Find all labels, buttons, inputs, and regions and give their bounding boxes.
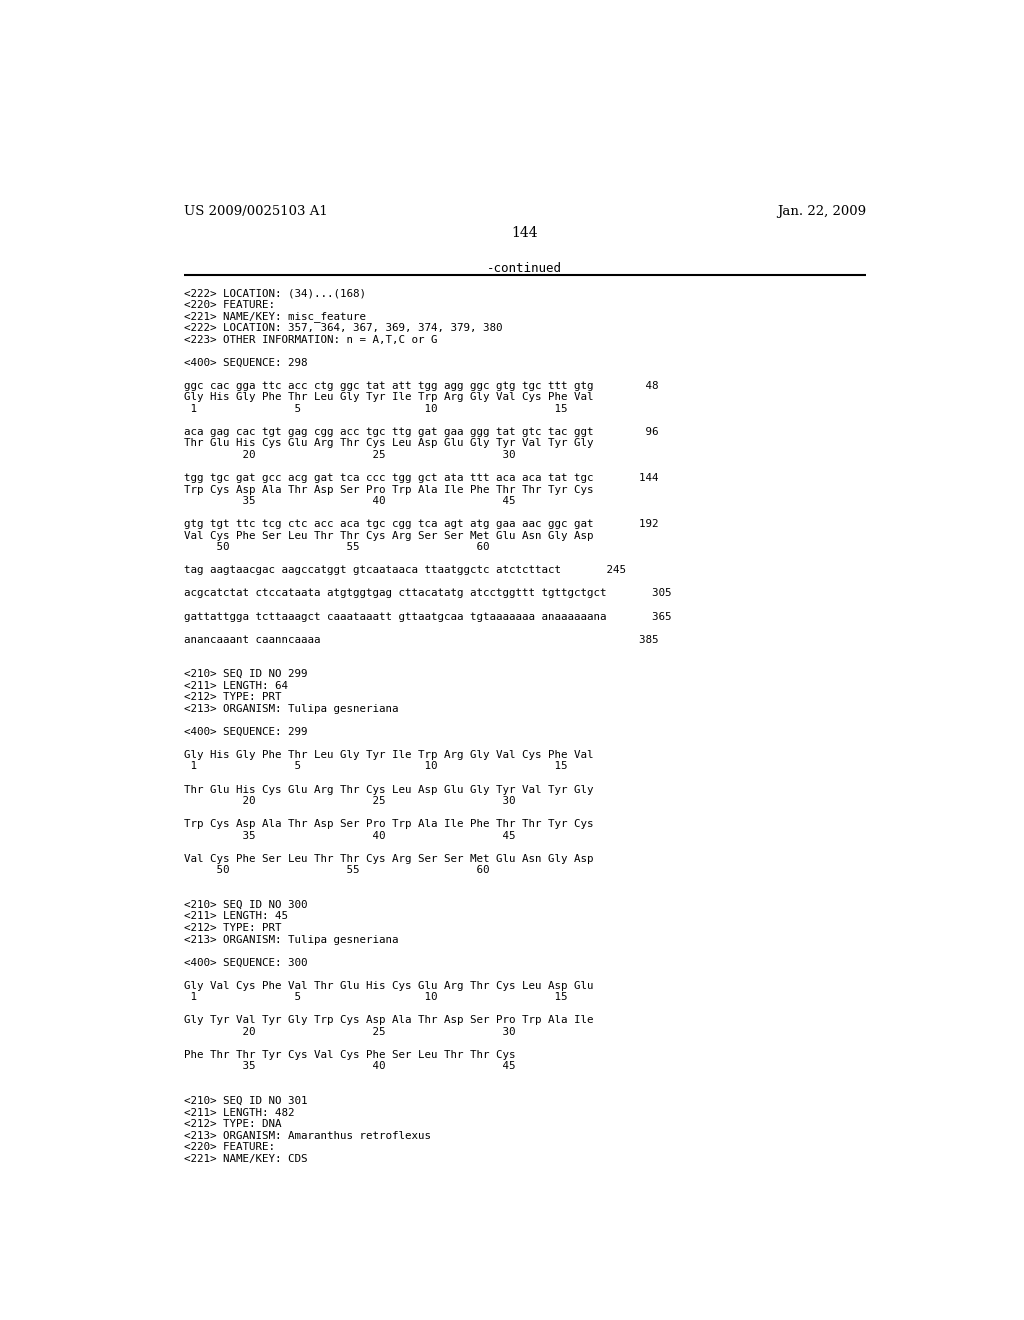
Text: <210> SEQ ID NO 300: <210> SEQ ID NO 300 [183, 900, 307, 909]
Text: <213> ORGANISM: Amaranthus retroflexus: <213> ORGANISM: Amaranthus retroflexus [183, 1131, 430, 1140]
Text: 35                  40                  45: 35 40 45 [183, 496, 515, 506]
Text: Gly Val Cys Phe Val Thr Glu His Cys Glu Arg Thr Cys Leu Asp Glu: Gly Val Cys Phe Val Thr Glu His Cys Glu … [183, 981, 593, 991]
Text: <211> LENGTH: 64: <211> LENGTH: 64 [183, 681, 288, 690]
Text: gattattgga tcttaaagct caaataaatt gttaatgcaa tgtaaaaaaa anaaaaaana       365: gattattgga tcttaaagct caaataaatt gttaatg… [183, 611, 671, 622]
Text: 1               5                   10                  15: 1 5 10 15 [183, 993, 567, 1002]
Text: Gly His Gly Phe Thr Leu Gly Tyr Ile Trp Arg Gly Val Cys Phe Val: Gly His Gly Phe Thr Leu Gly Tyr Ile Trp … [183, 392, 593, 403]
Text: US 2009/0025103 A1: US 2009/0025103 A1 [183, 205, 328, 218]
Text: <400> SEQUENCE: 299: <400> SEQUENCE: 299 [183, 727, 307, 737]
Text: 20                  25                  30: 20 25 30 [183, 796, 515, 807]
Text: <400> SEQUENCE: 300: <400> SEQUENCE: 300 [183, 957, 307, 968]
Text: <222> LOCATION: 357, 364, 367, 369, 374, 379, 380: <222> LOCATION: 357, 364, 367, 369, 374,… [183, 323, 502, 333]
Text: ggc cac gga ttc acc ctg ggc tat att tgg agg ggc gtg tgc ttt gtg        48: ggc cac gga ttc acc ctg ggc tat att tgg … [183, 380, 658, 391]
Text: tgg tgc gat gcc acg gat tca ccc tgg gct ata ttt aca aca tat tgc       144: tgg tgc gat gcc acg gat tca ccc tgg gct … [183, 473, 658, 483]
Text: 1               5                   10                  15: 1 5 10 15 [183, 762, 567, 771]
Text: 50                  55                  60: 50 55 60 [183, 543, 489, 552]
Text: <210> SEQ ID NO 301: <210> SEQ ID NO 301 [183, 1096, 307, 1106]
Text: Gly His Gly Phe Thr Leu Gly Tyr Ile Trp Arg Gly Val Cys Phe Val: Gly His Gly Phe Thr Leu Gly Tyr Ile Trp … [183, 750, 593, 760]
Text: tag aagtaacgac aagccatggt gtcaataaca ttaatggctc atctcttact       245: tag aagtaacgac aagccatggt gtcaataaca tta… [183, 565, 626, 576]
Text: Trp Cys Asp Ala Thr Asp Ser Pro Trp Ala Ile Phe Thr Thr Tyr Cys: Trp Cys Asp Ala Thr Asp Ser Pro Trp Ala … [183, 484, 593, 495]
Text: <211> LENGTH: 45: <211> LENGTH: 45 [183, 911, 288, 921]
Text: gtg tgt ttc tcg ctc acc aca tgc cgg tca agt atg gaa aac ggc gat       192: gtg tgt ttc tcg ctc acc aca tgc cgg tca … [183, 519, 658, 529]
Text: -continued: -continued [487, 263, 562, 275]
Text: 35                  40                  45: 35 40 45 [183, 830, 515, 841]
Text: <210> SEQ ID NO 299: <210> SEQ ID NO 299 [183, 669, 307, 680]
Text: <220> FEATURE:: <220> FEATURE: [183, 1142, 274, 1152]
Text: Thr Glu His Cys Glu Arg Thr Cys Leu Asp Glu Gly Tyr Val Tyr Gly: Thr Glu His Cys Glu Arg Thr Cys Leu Asp … [183, 784, 593, 795]
Text: <221> NAME/KEY: CDS: <221> NAME/KEY: CDS [183, 1154, 307, 1164]
Text: 50                  55                  60: 50 55 60 [183, 866, 489, 875]
Text: Thr Glu His Cys Glu Arg Thr Cys Leu Asp Glu Gly Tyr Val Tyr Gly: Thr Glu His Cys Glu Arg Thr Cys Leu Asp … [183, 438, 593, 449]
Text: <220> FEATURE:: <220> FEATURE: [183, 300, 274, 310]
Text: 20                  25                  30: 20 25 30 [183, 450, 515, 459]
Text: Gly Tyr Val Tyr Gly Trp Cys Asp Ala Thr Asp Ser Pro Trp Ala Ile: Gly Tyr Val Tyr Gly Trp Cys Asp Ala Thr … [183, 1015, 593, 1026]
Text: acgcatctat ctccataata atgtggtgag cttacatatg atcctggttt tgttgctgct       305: acgcatctat ctccataata atgtggtgag cttacat… [183, 589, 671, 598]
Text: <212> TYPE: PRT: <212> TYPE: PRT [183, 692, 281, 702]
Text: anancaaant caanncaaaa                                                 385: anancaaant caanncaaaa 385 [183, 635, 658, 644]
Text: <213> ORGANISM: Tulipa gesneriana: <213> ORGANISM: Tulipa gesneriana [183, 935, 398, 945]
Text: <222> LOCATION: (34)...(168): <222> LOCATION: (34)...(168) [183, 289, 366, 298]
Text: aca gag cac tgt gag cgg acc tgc ttg gat gaa ggg tat gtc tac ggt        96: aca gag cac tgt gag cgg acc tgc ttg gat … [183, 426, 658, 437]
Text: Trp Cys Asp Ala Thr Asp Ser Pro Trp Ala Ile Phe Thr Thr Tyr Cys: Trp Cys Asp Ala Thr Asp Ser Pro Trp Ala … [183, 820, 593, 829]
Text: <213> ORGANISM: Tulipa gesneriana: <213> ORGANISM: Tulipa gesneriana [183, 704, 398, 714]
Text: <211> LENGTH: 482: <211> LENGTH: 482 [183, 1107, 294, 1118]
Text: Val Cys Phe Ser Leu Thr Thr Cys Arg Ser Ser Met Glu Asn Gly Asp: Val Cys Phe Ser Leu Thr Thr Cys Arg Ser … [183, 854, 593, 863]
Text: Jan. 22, 2009: Jan. 22, 2009 [777, 205, 866, 218]
Text: <223> OTHER INFORMATION: n = A,T,C or G: <223> OTHER INFORMATION: n = A,T,C or G [183, 335, 437, 345]
Text: 144: 144 [511, 227, 539, 240]
Text: Phe Thr Thr Tyr Cys Val Cys Phe Ser Leu Thr Thr Cys: Phe Thr Thr Tyr Cys Val Cys Phe Ser Leu … [183, 1049, 515, 1060]
Text: 1               5                   10                  15: 1 5 10 15 [183, 404, 567, 414]
Text: <400> SEQUENCE: 298: <400> SEQUENCE: 298 [183, 358, 307, 368]
Text: <212> TYPE: DNA: <212> TYPE: DNA [183, 1119, 281, 1129]
Text: <212> TYPE: PRT: <212> TYPE: PRT [183, 923, 281, 933]
Text: 35                  40                  45: 35 40 45 [183, 1061, 515, 1072]
Text: 20                  25                  30: 20 25 30 [183, 1027, 515, 1036]
Text: Val Cys Phe Ser Leu Thr Thr Cys Arg Ser Ser Met Glu Asn Gly Asp: Val Cys Phe Ser Leu Thr Thr Cys Arg Ser … [183, 531, 593, 541]
Text: <221> NAME/KEY: misc_feature: <221> NAME/KEY: misc_feature [183, 312, 366, 322]
